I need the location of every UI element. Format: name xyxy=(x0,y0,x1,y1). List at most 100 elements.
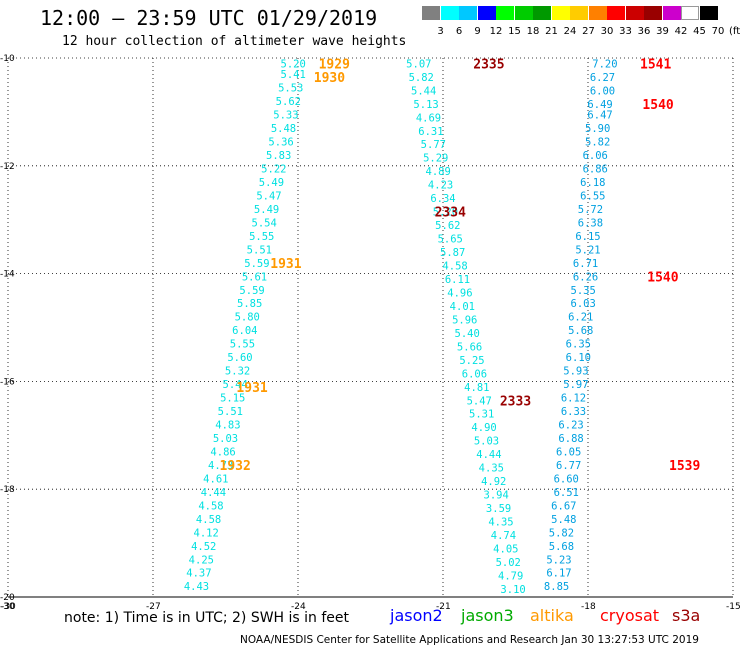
wave-height-value: 5.77 xyxy=(421,139,446,151)
page-subtitle: 12 hour collection of altimeter wave hei… xyxy=(62,34,407,49)
wave-height-value: 5.44 xyxy=(411,85,436,97)
scale-swatch xyxy=(440,6,459,20)
wave-height-value: 4.73 xyxy=(208,460,233,472)
scale-label: 3 xyxy=(437,26,444,37)
wave-height-value: 5.55 xyxy=(249,231,274,243)
wave-height-value: 6.86 xyxy=(583,163,608,175)
wave-height-value: 5.20 xyxy=(281,58,306,70)
scale-label: 30 xyxy=(600,26,614,37)
y-tick-label: -16 xyxy=(0,377,15,387)
wave-height-value: 5.93 xyxy=(563,366,588,378)
scale-label: 42 xyxy=(674,26,688,37)
wave-height-value: 5.32 xyxy=(225,366,250,378)
wave-height-value: 4.52 xyxy=(191,541,216,553)
wave-height-value: 5.03 xyxy=(213,433,238,445)
scale-label: 39 xyxy=(656,26,669,37)
wave-height-value: 5.82 xyxy=(549,527,574,539)
wave-height-value: 4.58 xyxy=(196,514,221,526)
pass-time-label: 2333 xyxy=(500,394,531,409)
wave-height-value: 6.15 xyxy=(575,231,600,243)
pass-time-label: 1931 xyxy=(236,381,267,396)
wave-height-value: 5.83 xyxy=(266,150,291,162)
y-tick-label: -18 xyxy=(0,485,15,495)
scale-swatch xyxy=(459,6,477,20)
page-title: 12:00 – 23:59 UTC 01/29/2019 xyxy=(40,6,378,30)
track-cryosat: 5.07 5.825.44 5.134.69 6.315.77 5.294.89 4.23… xyxy=(406,57,531,596)
scale-label: 18 xyxy=(526,26,540,37)
wave-height-value: 4.74 xyxy=(491,530,516,542)
wave-height-value: 7.20 xyxy=(592,58,617,70)
wave-height-value: 4.12 xyxy=(194,527,219,539)
wave-height-value: 5.41 xyxy=(281,69,306,81)
wave-height-value: 6.71 xyxy=(573,258,598,270)
mission-label-jason3: jason3 xyxy=(461,606,514,625)
y-tick-label: -10 xyxy=(0,54,15,64)
wave-height-value: 5.51 xyxy=(247,244,272,256)
scale-swatch xyxy=(699,6,718,20)
wave-height-value: 5.49 xyxy=(259,177,284,189)
wave-height-value: 5.48 xyxy=(551,514,576,526)
wave-height-value: 6.49 xyxy=(587,99,612,111)
scale-label: 45 xyxy=(693,26,706,37)
map-marks: 5.205.415.535.625.335.485.365.835.225.49… xyxy=(184,57,700,596)
wave-height-value: 6.35 xyxy=(566,339,591,351)
wave-height-value: 4.96 xyxy=(447,287,472,299)
pass-time-label: 1540 xyxy=(647,270,678,285)
wave-height-value: 6.10 xyxy=(566,352,591,364)
wave-height-value: 4.25 xyxy=(189,554,214,566)
scale-label: 33 xyxy=(619,26,632,37)
wave-height-value: 4.86 xyxy=(210,446,235,458)
wave-height-value: 6.27 xyxy=(590,72,615,84)
scale-swatch xyxy=(477,6,496,20)
mission-label-altika: altika xyxy=(530,606,574,625)
wave-height-value: 5.59 xyxy=(244,258,269,270)
wave-height-value: 6.47 xyxy=(587,110,612,122)
wave-height-value: 5.47 xyxy=(256,190,281,202)
wave-height-value: 6.17 xyxy=(546,568,571,580)
wave-height-value: 5.33 xyxy=(273,110,298,122)
scale-swatch xyxy=(644,6,662,20)
x-tick-label: -27 xyxy=(146,602,161,612)
wave-height-value: 5.20 xyxy=(433,207,458,219)
wave-height-value: 6.88 xyxy=(558,433,583,445)
wave-height-value: 5.85 xyxy=(237,298,262,310)
pass-time-label: 1540 xyxy=(642,98,673,113)
scale-swatch xyxy=(533,6,551,20)
x-tick-label: -30 xyxy=(1,602,16,612)
wave-height-value: 5.90 xyxy=(585,123,610,135)
pass-time-label: 1929 xyxy=(319,57,350,72)
wave-height-value: 6.18 xyxy=(580,177,605,189)
wave-height-value: 5.40 xyxy=(455,328,480,340)
scale-label: 70 xyxy=(711,26,725,37)
wave-height-value: 4.92 xyxy=(481,476,506,488)
wave-height-value: 5.68 xyxy=(568,325,593,337)
wave-height-value: 4.79 xyxy=(498,570,523,582)
wave-height-value: 5.82 xyxy=(409,72,434,84)
wave-height-value: 5.62 xyxy=(435,220,460,232)
scale-swatch xyxy=(681,6,699,20)
y-tick-label: -20 xyxy=(0,593,15,603)
wave-height-value: 4.58 xyxy=(198,500,223,512)
wave-height-value: 6.34 xyxy=(430,193,455,205)
wave-height-value: 5.82 xyxy=(585,137,610,149)
wave-height-value: 6.38 xyxy=(578,217,603,229)
wave-height-value: 6.23 xyxy=(558,420,583,432)
wave-height-value: 6.12 xyxy=(561,393,586,405)
wave-height-value: 5.53 xyxy=(278,83,303,95)
wave-height-value: 6.31 xyxy=(418,126,443,138)
wave-height-value: 5.51 xyxy=(218,406,243,418)
wave-height-value: 5.47 xyxy=(467,395,492,407)
wave-height-value: 5.96 xyxy=(452,314,477,326)
scale-swatch xyxy=(588,6,607,20)
scale-label: 24 xyxy=(563,26,577,37)
scale-swatch xyxy=(551,6,570,20)
scale-label: 21 xyxy=(545,26,558,37)
x-tick-label: -15 xyxy=(726,602,740,612)
wave-height-value: 3.94 xyxy=(484,490,509,502)
scale-label: 6 xyxy=(455,26,463,37)
wave-height-value: 3.59 xyxy=(486,503,511,515)
pass-time-label: 1931 xyxy=(270,257,301,272)
wave-height-value: 5.15 xyxy=(220,393,245,405)
wave-height-value: 4.23 xyxy=(428,180,453,192)
